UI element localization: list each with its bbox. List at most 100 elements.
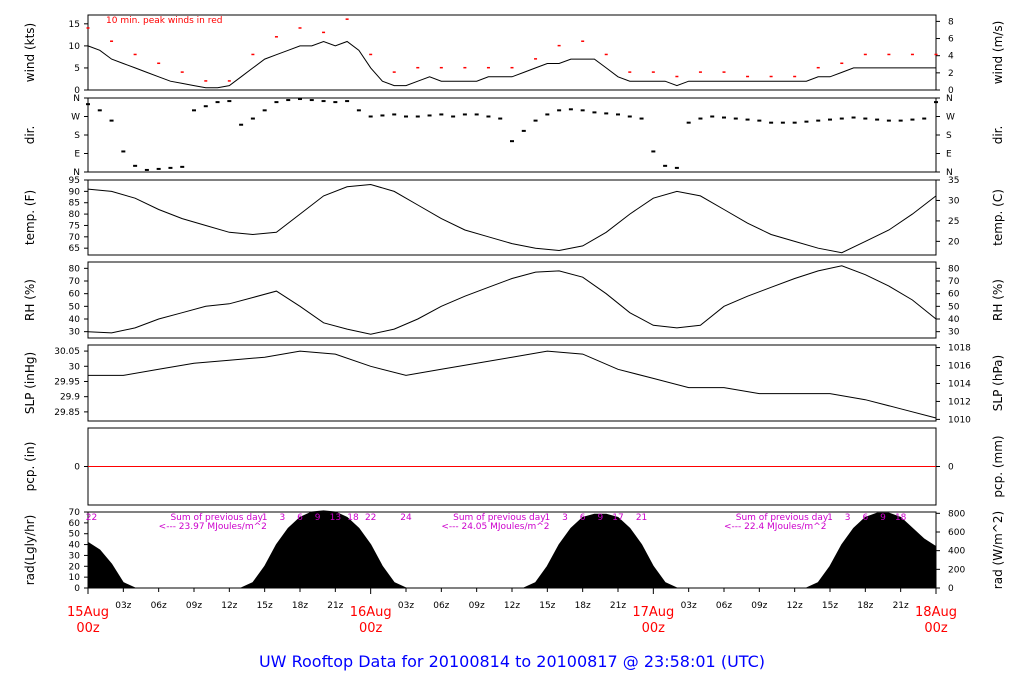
wind-peak-point: [157, 62, 161, 65]
temp-left-tick-label: 85: [69, 199, 80, 209]
time-major-date: 15Aug: [67, 605, 109, 620]
wind-peak-point: [557, 44, 561, 47]
time-minor-label: 12z: [504, 601, 520, 611]
dir-point: [686, 121, 691, 124]
rh-left-tick-label: 30: [69, 328, 81, 338]
wind-peak-point: [534, 58, 538, 60]
rad-left-tick-label: 0: [74, 584, 80, 594]
rad-hour-mark: 9: [880, 513, 886, 523]
dir-point: [769, 121, 774, 124]
dir-point: [486, 115, 491, 118]
rad-hour-mark: 3: [279, 513, 285, 523]
dir-right-tick-label: E: [946, 150, 952, 160]
rad-right-tick-label: 200: [948, 565, 965, 575]
slp-right-tick-label: 1016: [948, 362, 971, 372]
dir-point: [144, 168, 149, 171]
dir-point: [863, 117, 868, 120]
time-minor-label: 18z: [857, 601, 873, 611]
rad-hour-mark: 3: [562, 513, 568, 523]
dir-point: [404, 115, 408, 118]
rad-left-tick-label: 60: [69, 519, 81, 529]
dir-point: [592, 111, 597, 114]
rh-left-tick-label: 40: [69, 315, 81, 325]
rh-series-line: [87, 265, 937, 335]
dir-point: [875, 118, 880, 121]
time-major-time: 00z: [76, 621, 100, 636]
dir-point: [533, 119, 538, 122]
dir-point: [239, 123, 244, 126]
rad-hour-mark: 6: [580, 513, 586, 523]
dir-point: [203, 105, 208, 108]
dir-right-tick-label: N: [946, 168, 953, 178]
panel-slp: 29.85 29.9 29.95 30 30.05 1010 1012 1014 1016 101…: [23, 344, 1005, 426]
rad-hour-mark: 21: [636, 513, 647, 523]
wind-peak-point: [816, 66, 820, 69]
dir-left-tick-label: W: [71, 113, 80, 123]
wind-peak-point: [510, 66, 514, 69]
rh-right-tick-label: 30: [948, 328, 960, 338]
rad-left-tick-label: 50: [69, 530, 81, 540]
time-major-time: 00z: [924, 621, 948, 636]
temp-left-tick-label: 80: [69, 210, 81, 220]
wind-peak-point: [746, 75, 750, 78]
temp-left-tick-label: 95: [69, 176, 80, 186]
rad-hour-mark: 22: [86, 513, 97, 523]
temp-left-tick-label: 70: [69, 233, 81, 243]
wind-peak-point: [274, 36, 278, 38]
time-major-time: 00z: [359, 621, 383, 636]
pcp-ylabel-left: pcp. (in): [23, 442, 37, 492]
wind-right-tick-label: 6: [948, 35, 954, 45]
slp-right-tick-label: 1018: [948, 344, 971, 354]
dir-point: [451, 115, 456, 118]
wind-peak-point: [204, 80, 208, 82]
rad-annotation: <--- 22.4 MJoules/m^2: [724, 522, 826, 532]
dir-point: [262, 109, 267, 112]
dir-point: [910, 118, 915, 121]
wind-ylabel-right: wind (m/s): [991, 21, 1005, 85]
dir-point: [121, 150, 126, 153]
rad-hour-mark: 9: [315, 513, 321, 523]
dir-point: [380, 114, 385, 117]
dir-point: [851, 116, 856, 119]
time-minor-label: 03z: [681, 601, 697, 611]
wind-peak-point: [604, 53, 608, 56]
dir-point: [663, 164, 668, 167]
rh-ylabel-left: RH (%): [23, 279, 37, 321]
wind-peak-point: [651, 71, 655, 73]
slp-left-tick-label: 30.05: [54, 347, 80, 357]
rad-right-tick-label: 600: [948, 528, 965, 538]
wind-peak-point: [133, 53, 137, 56]
slp-right-tick-label: 1010: [948, 415, 971, 425]
rad-hour-mark: 24: [400, 513, 412, 523]
dir-point: [321, 100, 326, 103]
wind-peak-point: [392, 71, 396, 73]
time-minor-label: 21z: [893, 601, 909, 611]
dir-point: [674, 166, 679, 169]
wind-peak-point: [463, 66, 467, 69]
dir-point: [227, 100, 232, 103]
dir-point: [133, 164, 138, 167]
temp-left-tick-label: 65: [69, 244, 80, 254]
dir-point: [309, 99, 314, 102]
wind-peak-point: [322, 31, 326, 34]
dir-point: [439, 113, 444, 116]
wind-left-tick-label: 5: [74, 64, 80, 74]
time-minor-label: 21z: [610, 601, 626, 611]
time-minor-label: 06z: [716, 601, 732, 611]
dir-point: [415, 115, 420, 118]
dir-point: [616, 113, 620, 116]
rh-right-tick-label: 70: [948, 277, 960, 287]
slp-ylabel-left: SLP (inHg): [23, 352, 37, 414]
rh-right-tick-label: 80: [948, 264, 960, 274]
time-minor-label: 18z: [575, 601, 591, 611]
time-axis: 03z 06z 09z 12z 15z 18z 21z 03z 06z 09z 12z 15z 18z 2…: [67, 588, 957, 636]
wind-annotation: 10 min. peak winds in red: [106, 16, 223, 26]
panel-rad: 0102030405060700200400600800rad(Lgly/hr)…: [23, 508, 1005, 594]
dir-point: [722, 116, 726, 119]
rad-hour-mark: 6: [297, 513, 303, 523]
slp-right-tick-label: 1012: [948, 397, 971, 407]
wind-peak-point: [439, 66, 443, 69]
